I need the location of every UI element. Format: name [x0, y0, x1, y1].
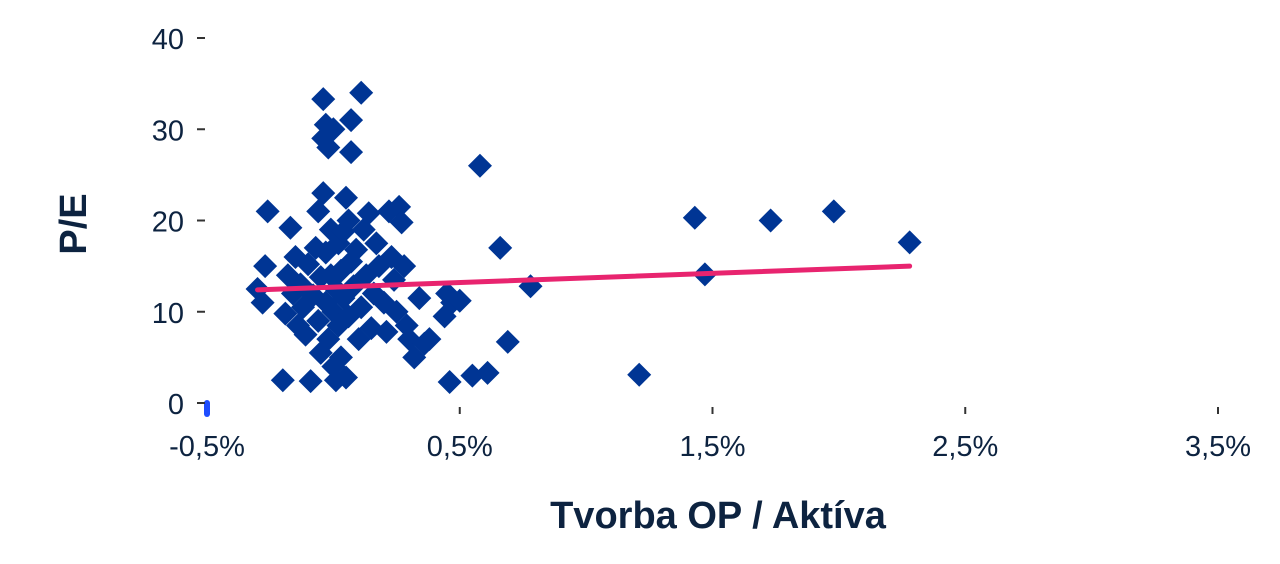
data-point: [344, 237, 369, 262]
data-point: [349, 80, 374, 105]
data-point: [475, 360, 500, 385]
data-point: [278, 215, 303, 240]
y-tick-label: 0: [168, 389, 184, 421]
x-tick-label: 3,5%: [1185, 431, 1251, 463]
data-point: [296, 252, 321, 277]
x-tick-label: 1,5%: [679, 431, 745, 463]
data-point: [339, 140, 364, 165]
data-point: [407, 286, 432, 311]
data-point: [273, 301, 298, 326]
data-point: [298, 369, 323, 394]
data-point: [316, 135, 341, 160]
data-point: [334, 185, 359, 210]
data-point: [334, 365, 359, 390]
data-point: [321, 117, 346, 142]
y-axis-title: P/E: [53, 193, 95, 254]
data-point: [255, 199, 280, 224]
data-point: [460, 363, 485, 388]
data-point: [467, 153, 492, 178]
data-point: [417, 327, 442, 352]
data-point: [364, 231, 389, 256]
axes: [186, 35, 1222, 417]
data-point: [387, 194, 412, 219]
data-point: [374, 319, 399, 344]
data-point: [495, 329, 520, 354]
data-point: [389, 210, 414, 235]
x-tick-label: -0,5%: [169, 431, 245, 463]
data-point: [356, 201, 381, 226]
data-point: [270, 368, 295, 393]
data-point: [349, 295, 374, 320]
trendline-line: [255, 263, 913, 293]
data-point: [339, 108, 364, 133]
x-tick-label: 0,5%: [427, 431, 493, 463]
data-points: [245, 80, 922, 395]
data-point: [447, 288, 472, 313]
x-tick-label: 2,5%: [932, 431, 998, 463]
y-tick-label: 20: [152, 207, 184, 239]
y-tick-label: 40: [152, 24, 184, 56]
y-tick-label: 30: [152, 115, 184, 147]
data-point: [392, 254, 417, 279]
data-point: [328, 345, 353, 370]
data-point: [306, 199, 331, 224]
x-axis-title: Tvorba OP / Aktíva: [550, 495, 887, 537]
data-point: [627, 362, 652, 387]
data-point: [253, 254, 278, 279]
data-point: [311, 87, 336, 112]
data-point: [488, 235, 513, 260]
trendline: [255, 263, 913, 293]
data-point: [306, 308, 331, 333]
x-axis-ticks: -0,5% 0,5% 1,5% 2,5% 3,5%: [169, 407, 1251, 463]
data-point: [293, 322, 318, 347]
y-tick-label: 10: [152, 298, 184, 330]
data-point: [437, 370, 462, 395]
data-point: [250, 290, 275, 315]
data-point: [336, 208, 361, 233]
data-point: [897, 230, 922, 255]
y-axis-ticks: 0 10 20 30 40: [152, 24, 205, 421]
data-point: [682, 205, 707, 230]
data-point: [758, 208, 783, 233]
data-point: [311, 181, 336, 206]
data-point: [821, 199, 846, 224]
